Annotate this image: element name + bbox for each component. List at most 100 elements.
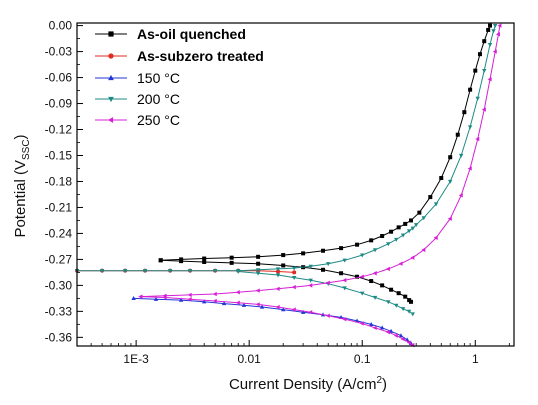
data-point [221, 301, 227, 306]
data-point [255, 271, 261, 276]
series-3-line-1 [133, 297, 412, 344]
data-point [403, 294, 408, 299]
data-point [308, 278, 313, 283]
data-point [398, 333, 404, 338]
data-point [487, 77, 492, 82]
series-5-line-2 [140, 296, 414, 346]
y-tick-label: -0.33 [45, 304, 73, 318]
data-point [275, 286, 280, 292]
data-point [308, 264, 313, 269]
data-point [355, 274, 360, 279]
data-point [235, 290, 240, 295]
data-point [386, 300, 391, 305]
data-point [259, 304, 265, 309]
data-point [212, 291, 217, 297]
legend-item-1: As-oil quenched [95, 26, 246, 42]
x-axis-label-main: Current Density (A/cm [229, 376, 377, 393]
data-point [400, 233, 406, 238]
data-point [448, 155, 453, 160]
data-point [339, 271, 344, 276]
data-point [455, 132, 460, 137]
data-point [339, 246, 344, 251]
data-point [467, 166, 472, 171]
data-point [256, 254, 261, 259]
data-point [281, 253, 286, 258]
data-point [291, 275, 297, 280]
x-axis-label-tail: ) [382, 376, 387, 393]
series-5 [138, 23, 502, 348]
data-point [379, 325, 385, 330]
data-point [389, 287, 394, 292]
y-tick-label: -0.24 [45, 226, 73, 240]
data-point [369, 279, 374, 284]
data-point [380, 234, 385, 239]
data-point [281, 263, 286, 268]
legend-item-5: 250 °C [95, 112, 180, 128]
y-tick-label: -0.30 [45, 278, 73, 292]
data-point [241, 302, 247, 307]
x-tick-label: 1 [472, 352, 479, 366]
y-axis-label-tail: ) [12, 134, 29, 139]
series-4 [74, 23, 498, 317]
series-layer [74, 23, 502, 348]
data-point [421, 216, 426, 221]
data-point [408, 218, 413, 223]
legend-marker [108, 74, 114, 81]
data-point [428, 195, 433, 200]
data-point [300, 309, 306, 314]
legend: As-oil quenched As-subzero treated 150 °C 2… [95, 26, 264, 128]
data-point [482, 69, 487, 74]
data-point [342, 277, 347, 283]
x-tick-label: 1E-3 [123, 352, 149, 366]
data-point [178, 297, 184, 302]
data-point [439, 176, 444, 181]
data-point [122, 269, 128, 274]
legend-marker [107, 117, 114, 123]
data-point [447, 216, 452, 221]
data-point [475, 136, 480, 142]
data-point [292, 270, 297, 275]
data-point [467, 125, 473, 130]
data-point [477, 52, 482, 57]
legend-item-3: 150 °C [95, 70, 180, 86]
data-point [492, 23, 498, 28]
data-point [291, 307, 296, 312]
data-point [342, 286, 347, 291]
data-point [400, 307, 406, 312]
legend-label: As-subzero treated [137, 48, 264, 64]
data-point [255, 302, 260, 307]
data-point [308, 283, 313, 288]
data-point [291, 284, 296, 290]
data-point [212, 298, 217, 304]
data-point [142, 269, 148, 274]
data-point [325, 313, 330, 318]
data-point [372, 325, 377, 331]
data-point [138, 294, 143, 299]
legend-marker [108, 53, 114, 59]
data-point [187, 269, 193, 274]
data-point [400, 336, 405, 342]
plot-frame [76, 22, 515, 347]
y-tick-label: -0.03 [45, 45, 73, 59]
data-point [410, 255, 415, 260]
data-point [342, 258, 347, 263]
legend-label: As-oil quenched [137, 26, 246, 42]
data-point [398, 261, 403, 266]
y-tick-label: -0.06 [45, 71, 73, 85]
data-point [389, 229, 394, 234]
data-point [492, 49, 497, 54]
y-tick-label: -0.36 [45, 330, 73, 344]
data-point [396, 225, 401, 230]
data-point [372, 271, 377, 276]
y-tick-label: -0.18 [45, 174, 73, 188]
y-tick-label: -0.15 [45, 148, 73, 162]
series-1-line-1 [160, 25, 491, 261]
data-point [187, 297, 192, 302]
data-point [410, 226, 415, 231]
data-point [301, 251, 306, 256]
legend-label: 150 °C [137, 70, 180, 86]
data-point [486, 27, 491, 32]
data-point [448, 179, 453, 184]
data-point [394, 237, 399, 242]
data-point [308, 310, 313, 315]
